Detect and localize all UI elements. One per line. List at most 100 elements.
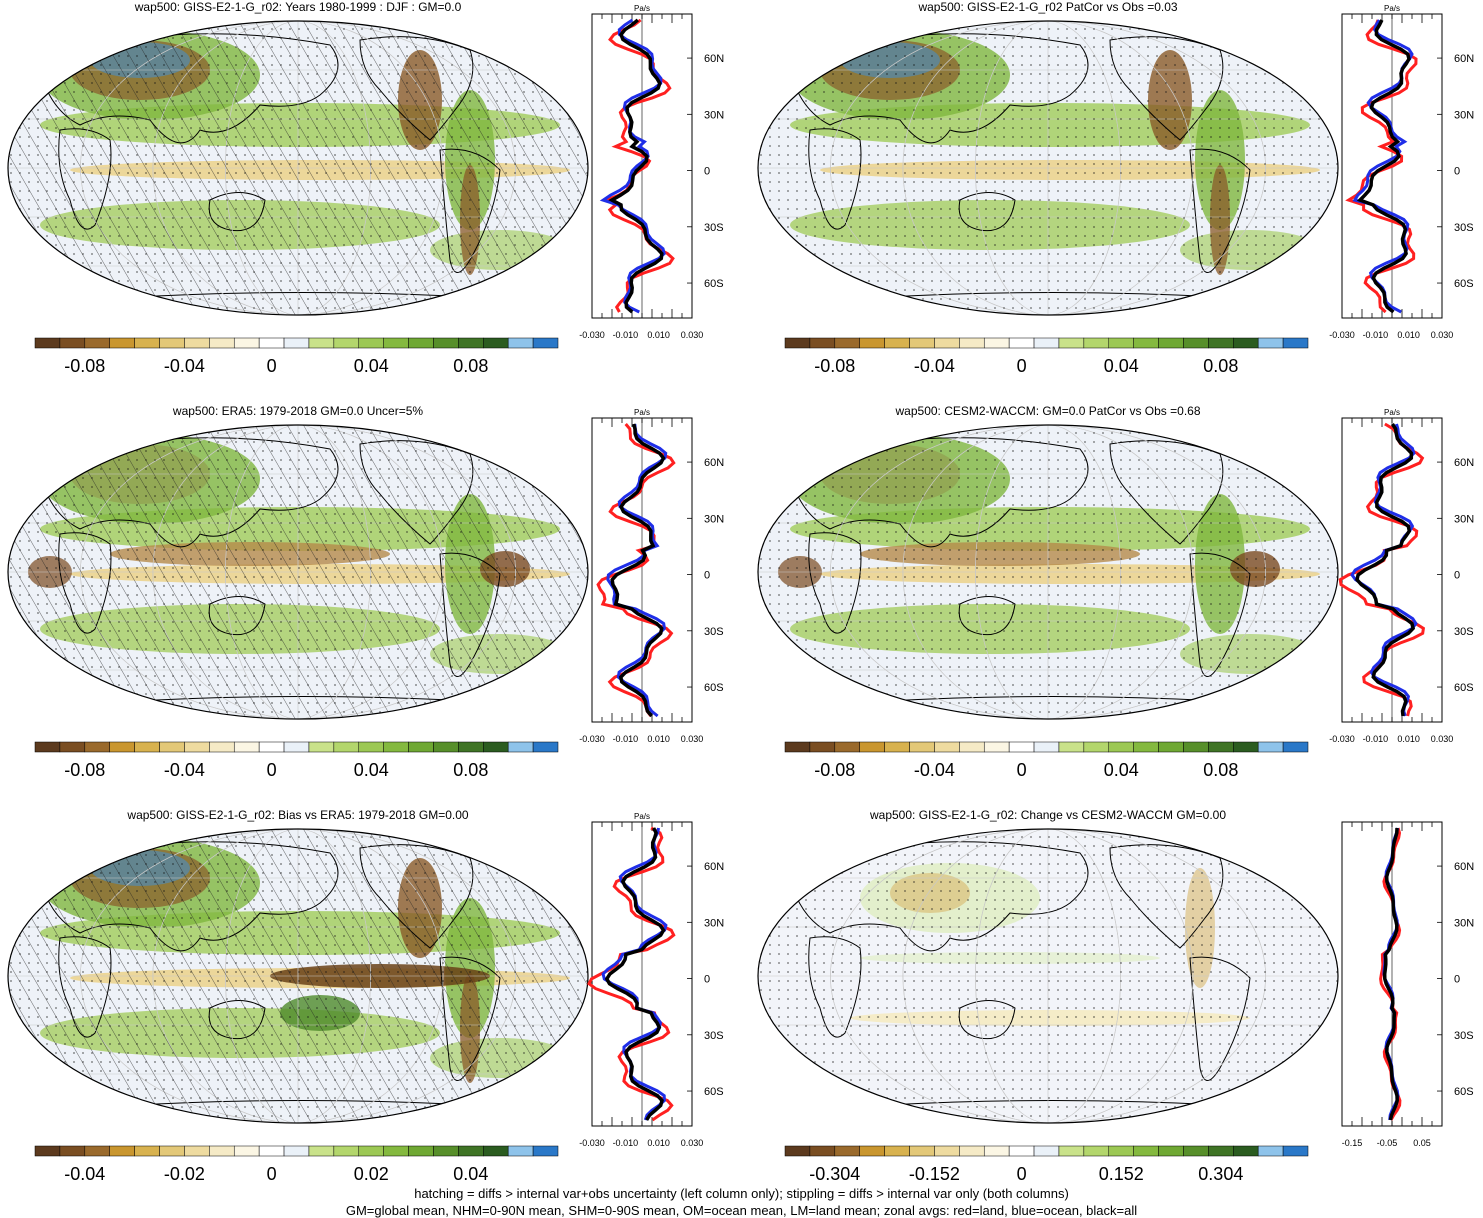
colorbar-swatch [483,1145,509,1157]
zonal-value-tick-label: -0.15 [1342,1138,1363,1148]
colorbar-swatch [934,1145,960,1157]
colorbar-swatch [308,337,335,349]
colorbar-swatch [159,741,185,753]
zonal-mean-plot: Pa/s 60N 30N 0 30S 60S -0.030 -0.010 0.010 0.030 [579,408,724,744]
colorbar-tick-label: 0.08 [1203,356,1238,376]
colorbar-swatch [532,741,559,753]
zonal-units-label: Pa/s [1384,4,1400,13]
colorbar-swatch [1257,337,1284,349]
colorbar: -0.08 -0.04 0 0.04 0.08 [34,337,559,376]
zonal-lat-tick-label: 30N [704,917,724,929]
colorbar-tick-label: -0.08 [814,760,855,780]
panel-p3: wap500: ERA5: 1979-2018 GM=0.0 Uncer=5% -… [0,404,740,804]
colorbar-swatch [134,1145,160,1157]
footer-line-2: GM=global mean, NHM=0-90N mean, SHM=0-90… [345,1203,1138,1218]
colorbar-tick-label: 0.152 [1099,1164,1144,1184]
zonal-units-label: Pa/s [634,408,650,417]
colorbar-swatch [784,337,811,349]
colorbar-swatch [809,1145,836,1157]
zonal-mean-plot: Pa/s 60N 30N 0 30S 60S -0.030 -0.010 0.010 0.030 [579,4,724,340]
colorbar-swatch [184,1145,210,1157]
colorbar-swatch [834,337,860,349]
colorbar-swatch [1108,337,1134,349]
zonal-value-tick-label: 0.030 [681,734,704,744]
colorbar-tick-label: -0.08 [64,760,105,780]
colorbar-swatch [209,1145,235,1157]
zonal-lat-tick-label: 60S [704,278,724,290]
colorbar-swatch [1208,337,1234,349]
colorbar-tick-label: -0.04 [64,1164,105,1184]
panel-title: wap500: GISS-E2-1-G_r02: Change vs CESM2… [869,808,1227,822]
panel-p6: wap500: GISS-E2-1-G_r02: Change vs CESM2… [750,808,1483,1208]
colorbar-swatch [358,741,384,753]
colorbar-tick-label: 0.08 [453,356,488,376]
colorbar-tick-label: 0.04 [1104,356,1139,376]
colorbar-swatch [1008,337,1035,349]
colorbar-swatch [59,741,86,753]
zonal-value-tick-label: -0.030 [579,330,605,340]
colorbar-swatch [408,741,434,753]
zonal-units-label: Pa/s [634,4,650,13]
zonal-mean-plot: Pa/s 60N 30N 0 30S 60S -0.030 -0.010 0.010 0.030 [1329,408,1474,744]
colorbar-swatch [1083,1145,1110,1157]
zonal-mean-plot: 60N 30N 0 30S 60S -0.15 -0.05 0.05 [1341,821,1474,1148]
map-field [8,829,588,1123]
zonal-value-tick-label: 0.010 [647,330,670,340]
colorbar-swatch [1233,1145,1259,1157]
colorbar-swatch [1058,741,1085,753]
zonal-lat-tick-label: 30S [1454,1030,1474,1042]
zonal-lat-tick-label: 0 [1454,166,1460,178]
colorbar-swatch [333,1145,360,1157]
colorbar-swatch [109,337,135,349]
colorbar-swatch [834,741,860,753]
colorbar-swatch [458,337,484,349]
map-field [8,425,588,719]
colorbar: -0.04 -0.02 0 0.02 0.04 [34,1145,559,1184]
zonal-lat-tick-label: 30S [704,1030,724,1042]
footer-line-1: hatching = diffs > internal var+obs unce… [414,1186,1069,1201]
colorbar-swatch [383,337,409,349]
zonal-units-label: Pa/s [634,812,650,821]
colorbar-swatch [258,741,285,753]
colorbar-swatch [532,337,559,349]
panel-title: wap500: GISS-E2-1-G_r02: Bias vs ERA5: 1… [127,808,469,822]
colorbar-swatch [859,1145,885,1157]
zonal-curve-all [1382,827,1399,1121]
colorbar-tick-label: 0 [267,760,277,780]
colorbar-swatch [84,741,110,753]
colorbar-swatch [383,741,409,753]
colorbar-swatch [1257,741,1284,753]
colorbar-swatch [408,1145,434,1157]
colorbar-swatch [84,1145,110,1157]
colorbar-swatch [1108,1145,1134,1157]
zonal-curve-ocean [599,18,666,314]
colorbar-swatch [1133,337,1159,349]
zonal-value-tick-label: 0.010 [647,734,670,744]
colorbar-swatch [283,741,310,753]
colorbar: -0.08 -0.04 0 0.04 0.08 [34,741,559,780]
zonal-lat-tick-label: 60S [1454,682,1474,694]
colorbar-tick-label: 0.08 [1203,760,1238,780]
colorbar-swatch [1158,1145,1184,1157]
colorbar-swatch [507,741,534,753]
colorbar-swatch [458,1145,484,1157]
map-field [758,425,1338,719]
colorbar-swatch [884,1145,910,1157]
colorbar-swatch [884,741,910,753]
colorbar-swatch [1008,1145,1035,1157]
colorbar-swatch [34,337,61,349]
colorbar-swatch [59,337,86,349]
colorbar-swatch [532,1145,559,1157]
zonal-lat-tick-label: 60N [704,457,724,469]
colorbar-swatch [1183,337,1209,349]
colorbar-swatch [159,1145,185,1157]
colorbar-swatch [1083,337,1110,349]
colorbar-swatch [1208,741,1234,753]
zonal-mean-plot: Pa/s 60N 30N 0 30S 60S -0.030 -0.010 0.010 0.030 [579,812,724,1148]
colorbar-swatch [134,741,160,753]
zonal-value-tick-label: 0.010 [1397,734,1420,744]
colorbar-swatch [1108,741,1134,753]
zonal-value-tick-label: 0.05 [1413,1138,1431,1148]
colorbar-tick-label: 0.04 [1104,760,1139,780]
zonal-curve-land [1345,19,1418,314]
